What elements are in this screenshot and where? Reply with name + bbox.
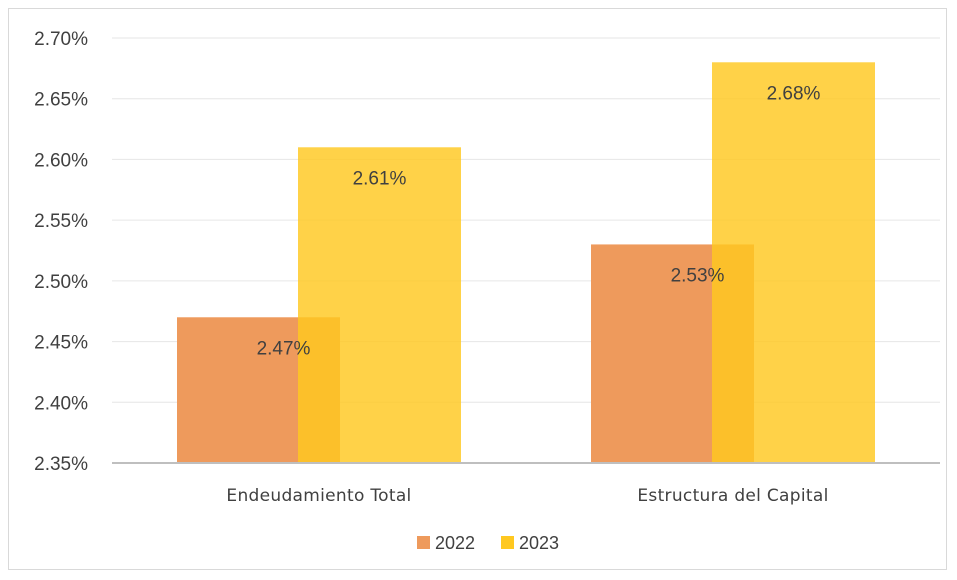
legend-label-2022: 2022 <box>435 533 475 553</box>
legend-swatch-2022 <box>417 536 430 549</box>
data-labels: 2.47% 2.61% 2.53% 2.68% <box>257 83 821 359</box>
data-label-2023-1: 2.68% <box>767 83 821 104</box>
y-tick-label: 2.55% <box>34 211 88 232</box>
legend-label-2023: 2023 <box>519 533 559 553</box>
data-label-2022-0: 2.47% <box>257 338 311 359</box>
axes: 2.35% 2.40% 2.45% 2.50% 2.55% 2.60% 2.65% 2.70%… <box>34 29 940 506</box>
y-tick-label: 2.35% <box>34 454 88 475</box>
bars <box>177 62 875 464</box>
legend: 2022 2023 <box>417 533 559 553</box>
x-category-label: Endeudamiento Total <box>226 486 411 506</box>
y-tick-label: 2.50% <box>34 272 88 293</box>
y-tick-label: 2.65% <box>34 90 88 111</box>
x-category-label: Estructura del Capital <box>637 486 828 506</box>
bar-2023-1 <box>712 62 875 464</box>
y-tick-label: 2.45% <box>34 333 88 354</box>
y-tick-label: 2.60% <box>34 150 88 171</box>
y-tick-label: 2.70% <box>34 29 88 50</box>
legend-swatch-2023 <box>501 536 514 549</box>
data-label-2023-0: 2.61% <box>353 168 407 189</box>
bar-2023-0 <box>298 147 461 464</box>
data-label-2022-1: 2.53% <box>671 265 725 286</box>
y-tick-label: 2.40% <box>34 393 88 414</box>
